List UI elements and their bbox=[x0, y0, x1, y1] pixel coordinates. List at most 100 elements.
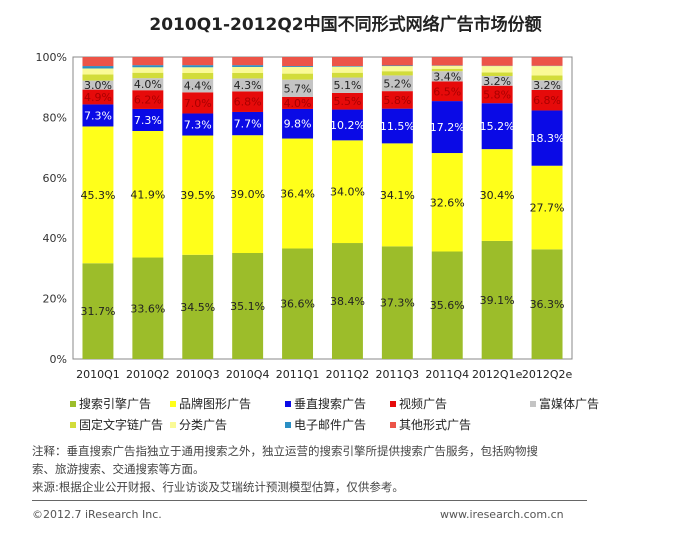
data-label: 4.3% bbox=[234, 79, 262, 92]
bar-segment bbox=[132, 90, 164, 109]
data-label: 33.6% bbox=[130, 302, 165, 315]
data-label: 7.3% bbox=[184, 118, 212, 131]
bar-segment bbox=[182, 67, 214, 74]
bar-segment bbox=[381, 65, 413, 67]
bar-segment bbox=[381, 91, 413, 109]
bar-segment bbox=[331, 92, 363, 110]
x-tick-label: 2012Q2e bbox=[522, 368, 573, 381]
bar-segment bbox=[182, 135, 214, 255]
data-label: 3.0% bbox=[84, 79, 112, 92]
legend-label: 电子邮件广告 bbox=[294, 418, 367, 432]
data-label: 4.0% bbox=[134, 78, 162, 91]
data-label: 10.2% bbox=[330, 119, 365, 132]
y-tick-label: 0% bbox=[50, 353, 67, 366]
bar-segment bbox=[232, 78, 264, 92]
data-label: 5.8% bbox=[483, 88, 511, 101]
bar-segment bbox=[182, 65, 214, 68]
data-label: 39.1% bbox=[480, 294, 515, 307]
data-label: 39.5% bbox=[180, 189, 215, 202]
data-label: 5.5% bbox=[333, 95, 361, 108]
data-label: 5.1% bbox=[333, 79, 361, 92]
data-label: 31.7% bbox=[80, 305, 115, 318]
bar-segment bbox=[331, 140, 363, 244]
bar-segment bbox=[381, 71, 413, 76]
data-label: 34.0% bbox=[330, 186, 365, 199]
bar-segment bbox=[381, 75, 413, 92]
data-label: 4.0% bbox=[284, 97, 312, 110]
bar-segment bbox=[282, 108, 314, 139]
data-label: 3.4% bbox=[433, 70, 461, 83]
legend-swatch bbox=[530, 400, 536, 407]
legend-item: 其他形式广告 bbox=[390, 416, 471, 433]
legend-swatch bbox=[390, 400, 396, 407]
data-label: 7.3% bbox=[84, 109, 112, 122]
legend-item: 固定文字链广告 bbox=[70, 416, 163, 433]
stacked-bar-chart: 0% 20% 40% 60% 80% 100% 31.7% 45.3% 7.3% 4.9%3.0%… bbox=[36, 51, 573, 381]
bar-segment bbox=[481, 85, 513, 104]
legend-label: 其他形式广告 bbox=[399, 418, 472, 432]
legend-label: 视频广告 bbox=[399, 397, 448, 411]
legend-swatch bbox=[170, 421, 176, 428]
y-tick-label: 60% bbox=[43, 172, 67, 185]
bar-segment bbox=[182, 92, 214, 114]
bar-segment bbox=[481, 103, 513, 150]
bar-segment bbox=[82, 80, 114, 90]
data-label: 3.2% bbox=[483, 75, 511, 88]
bar-segment bbox=[481, 72, 513, 77]
data-label: 6.5% bbox=[433, 85, 461, 98]
data-label: 15.2% bbox=[480, 120, 515, 133]
x-tick-label: 2012Q1e bbox=[472, 368, 523, 381]
bar-segment bbox=[481, 66, 513, 73]
bar-segment bbox=[232, 135, 264, 253]
legend-label: 搜索引擎广告 bbox=[79, 397, 152, 411]
x-tick-label: 2010Q1 bbox=[76, 368, 120, 381]
data-label: 18.3% bbox=[530, 132, 565, 145]
data-label: 35.1% bbox=[230, 300, 265, 313]
data-label: 37.3% bbox=[380, 297, 415, 310]
bar-segment bbox=[381, 66, 413, 72]
bar-segment bbox=[232, 252, 264, 359]
bar-segment bbox=[282, 96, 314, 109]
x-tick-label: 2011Q2 bbox=[326, 368, 370, 381]
bar-segment bbox=[531, 165, 563, 250]
bar-segment bbox=[132, 257, 164, 359]
bar-segment bbox=[82, 263, 114, 359]
bar-segment bbox=[481, 149, 513, 241]
bar-segment bbox=[331, 109, 363, 141]
bar-segment bbox=[331, 243, 363, 359]
legend-swatch bbox=[285, 400, 291, 407]
data-label: 3.2% bbox=[533, 79, 561, 92]
data-label: 36.6% bbox=[280, 298, 315, 311]
note-line-1: 注释：垂直搜索广告指独立于通用搜索之外，独立运营的搜索引擎所提供搜索广告服务，包… bbox=[32, 444, 538, 458]
bar-segment bbox=[232, 73, 264, 79]
legend-item: 富媒体广告 bbox=[530, 395, 599, 412]
bar-segment bbox=[232, 57, 264, 66]
bar-segment bbox=[232, 111, 264, 136]
data-label: 7.0% bbox=[184, 97, 212, 110]
x-tick-label: 2011Q1 bbox=[276, 368, 320, 381]
x-tick-label: 2011Q3 bbox=[376, 368, 420, 381]
plot-frame bbox=[72, 56, 573, 360]
data-label: 4.9% bbox=[84, 91, 112, 104]
x-tick-label: 2011Q4 bbox=[425, 368, 469, 381]
bar-segment bbox=[381, 57, 413, 66]
data-label: 7.7% bbox=[234, 118, 262, 131]
bar-segment bbox=[331, 66, 363, 73]
bar-segment bbox=[182, 73, 214, 80]
data-label: 11.5% bbox=[380, 120, 415, 133]
bar-segment bbox=[182, 113, 214, 136]
bar-segment bbox=[82, 126, 114, 264]
legend-swatch bbox=[70, 421, 76, 428]
bar-segment bbox=[82, 89, 114, 105]
x-tick-label: 2010Q2 bbox=[126, 368, 170, 381]
bar-segment bbox=[132, 65, 164, 68]
bar-segment bbox=[282, 79, 314, 97]
legend-item: 品牌图形广告 bbox=[170, 395, 251, 412]
bar-segment bbox=[331, 57, 363, 67]
data-label: 6.2% bbox=[134, 94, 162, 107]
legend-item: 电子邮件广告 bbox=[285, 416, 366, 433]
data-label: 30.4% bbox=[480, 189, 515, 202]
note-line-2: 索、旅游搜索、交通搜索等方面。 bbox=[32, 462, 205, 476]
data-label: 38.4% bbox=[330, 295, 365, 308]
bar-segment bbox=[132, 67, 164, 73]
